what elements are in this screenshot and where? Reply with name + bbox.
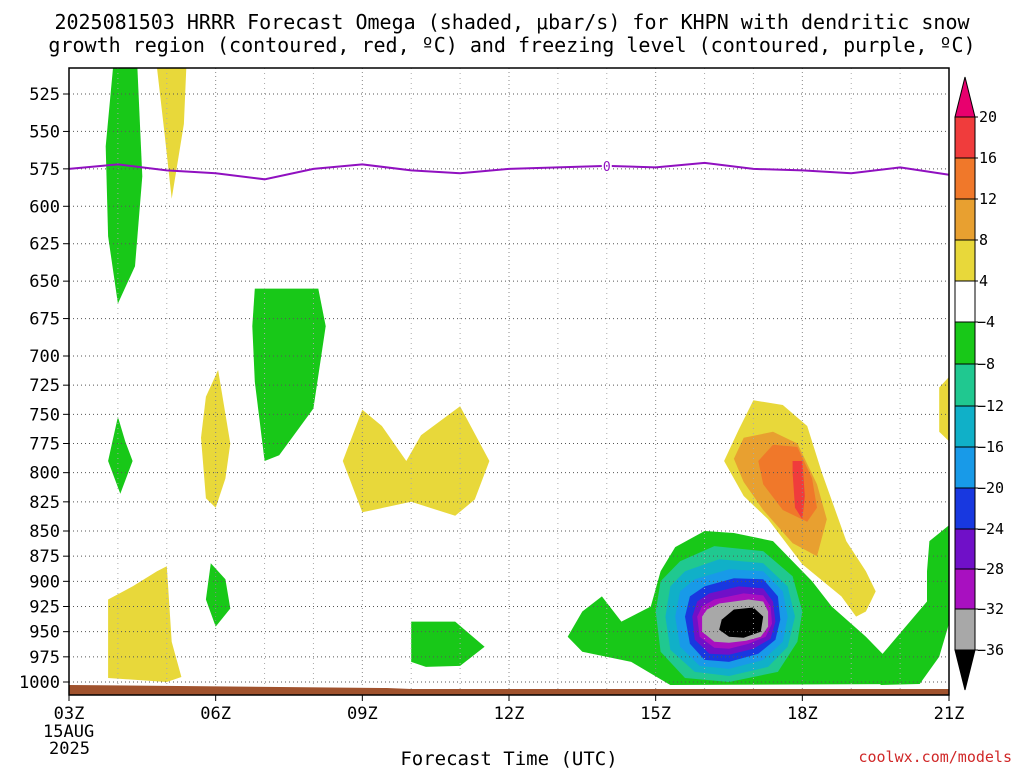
y-tick-label: 725 [29, 376, 60, 396]
colorbar: 20 16 12 8 4 −4 −8 −12 −16 −20 −24 −28 −32 −36 [954, 76, 1004, 691]
colorbar-band [954, 280, 976, 323]
omega-region-upward-green-early [105, 68, 143, 304]
omega-region-downward-yellow-low-early [108, 566, 182, 682]
colorbar-band [954, 405, 976, 448]
colorbar-label: −16 [977, 438, 1004, 456]
x-tick-label: 09Z [347, 704, 378, 724]
omega-region-upward-green-right-edge [875, 525, 949, 685]
colorbar-label: −36 [977, 641, 1004, 659]
surface-layer [69, 685, 949, 695]
x-tick-label: 06Z [200, 704, 231, 724]
x-tick-year-label: 2025 [49, 739, 90, 759]
colorbar-band [954, 446, 976, 489]
y-tick-label: 750 [29, 405, 60, 425]
y-tick-label: 925 [29, 598, 60, 618]
colorbar-band [954, 528, 976, 570]
omega-shaded-regions [105, 68, 949, 685]
omega-region-upward-black-1500 [719, 607, 764, 638]
y-axis: 525 550 575 600 625 650 675 700 725 750 775 800 825 8… [19, 85, 69, 693]
freezing-level-label-bg [601, 157, 612, 172]
colorbar-label: −12 [977, 397, 1004, 415]
colorbar-label: 20 [979, 108, 997, 126]
x-tick-date-label: 15AUG [43, 722, 94, 742]
omega-region-upward-green-small-0430 [108, 416, 133, 494]
omega-region-downward-yellow-0600 [201, 370, 231, 508]
colorbar-label: −32 [977, 600, 1004, 618]
y-tick-label: 550 [29, 122, 60, 142]
y-tick-label: 675 [29, 310, 60, 330]
colorbar-band [954, 487, 976, 530]
x-axis-title: Forecast Time (UTC) [400, 748, 617, 768]
colorbar-band [954, 157, 976, 200]
colorbar-band [954, 363, 976, 407]
colorbar-label: −4 [977, 313, 995, 331]
credit-text: coolwx.com/models [858, 748, 1012, 766]
omega-region-downward-yellow-top [157, 68, 187, 199]
y-tick-label: 800 [29, 464, 60, 484]
y-tick-label: 975 [29, 648, 60, 668]
y-tick-label: 600 [29, 197, 60, 217]
x-tick-label: 03Z [54, 704, 85, 724]
omega-region-downward-red-1800 [792, 461, 805, 520]
y-tick-label: 775 [29, 435, 60, 455]
colorbar-band [954, 198, 976, 241]
colorbar-band [954, 116, 976, 159]
y-tick-label: 650 [29, 272, 60, 292]
y-tick-label: 825 [29, 493, 60, 513]
colorbar-bottom-arrow [954, 649, 976, 691]
x-tick-label: 21Z [934, 704, 965, 724]
freezing-level-line [68, 161, 950, 181]
colorbar-label: −24 [977, 520, 1004, 538]
colorbar-label: 12 [979, 190, 997, 208]
omega-region-upward-green-1000 [411, 621, 485, 667]
x-tick-label: 12Z [494, 704, 525, 724]
x-tick-label: 15Z [640, 704, 671, 724]
colorbar-label: 8 [979, 231, 988, 249]
colorbar-label: 4 [979, 272, 988, 290]
chart-title-line1: 2025081503 HRRR Forecast Omega (shaded, … [54, 10, 970, 34]
colorbar-band [954, 568, 976, 610]
colorbar-top-arrow [954, 76, 976, 118]
y-tick-label: 1000 [19, 673, 60, 693]
colorbar-label: −20 [977, 479, 1004, 497]
colorbar-label: 16 [979, 149, 997, 167]
y-tick-label: 575 [29, 160, 60, 180]
x-tick-label: 18Z [787, 704, 818, 724]
colorbar-label: −8 [977, 355, 995, 373]
plot-area: 0 [68, 67, 950, 696]
surface-ground-strip [69, 685, 949, 695]
freezing-level-layer: 0 [68, 157, 950, 181]
colorbar-band [954, 608, 976, 651]
colorbar-band [954, 321, 976, 365]
y-tick-label: 850 [29, 522, 60, 542]
y-tick-label: 900 [29, 572, 60, 592]
colorbar-label: −28 [977, 560, 1004, 578]
omega-region-upward-green-small-0600-low [205, 563, 231, 627]
omega-region-downward-yellow-right-edge [939, 377, 949, 442]
y-tick-label: 625 [29, 235, 60, 255]
omega-region-downward-yellow-0900 [342, 406, 490, 516]
y-tick-label: 525 [29, 85, 60, 105]
colorbar-band [954, 239, 976, 282]
y-tick-label: 950 [29, 623, 60, 643]
y-tick-label: 875 [29, 547, 60, 567]
freezing-level-label: 0 [603, 160, 611, 175]
y-tick-label: 700 [29, 347, 60, 367]
omega-region-upward-green-0700 [252, 288, 326, 461]
chart-title-line2: growth region (contoured, red, ºC) and f… [48, 33, 975, 57]
